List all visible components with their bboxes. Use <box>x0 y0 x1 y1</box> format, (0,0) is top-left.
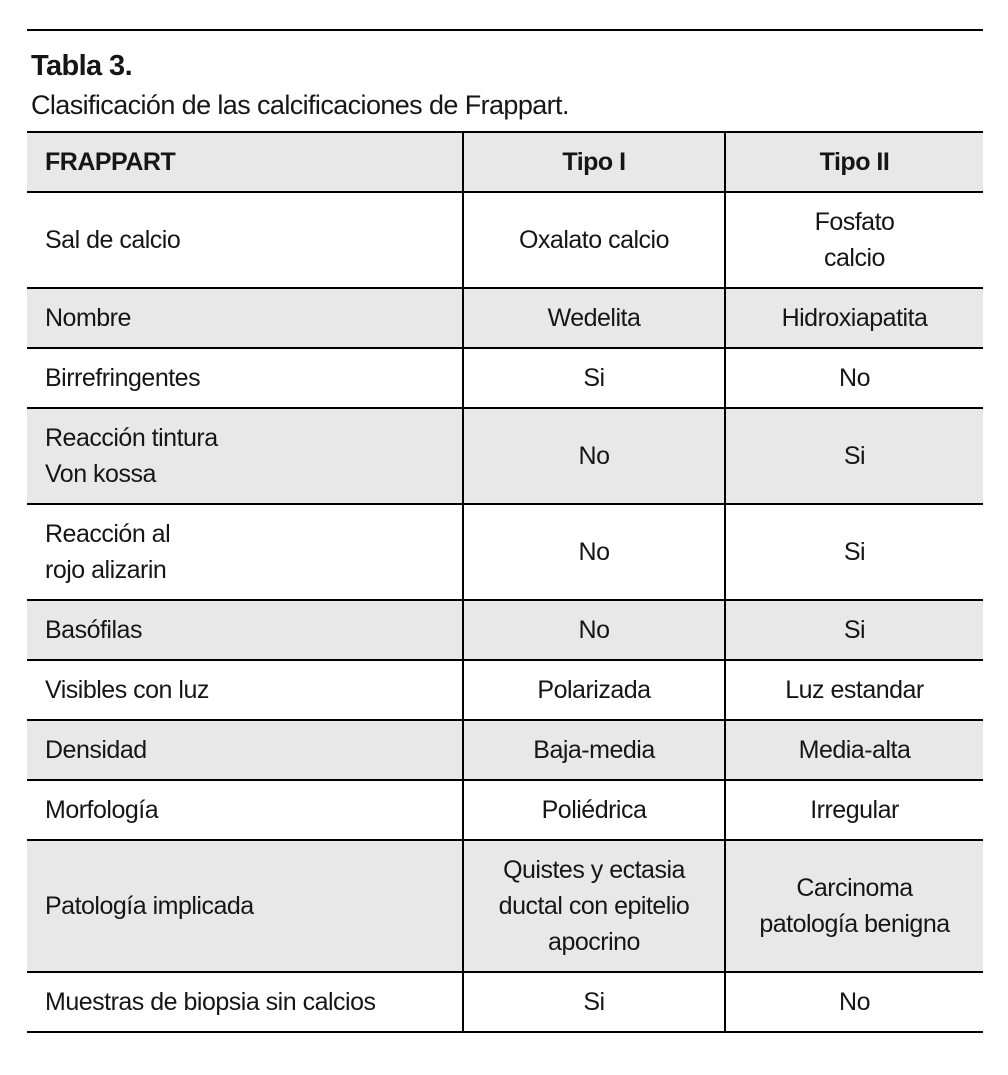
tipo-1-value-cell: Polarizada <box>462 660 725 720</box>
table-row: Nombre Wedelita Hidroxiapatita <box>27 288 983 348</box>
tipo-2-value-cell: Fosfato calcio <box>724 192 983 288</box>
table-row: Birrefringentes Si No <box>27 348 983 408</box>
tipo-1-value-cell: Quistes y ectasia ductal con epitelio ap… <box>462 840 725 972</box>
tipo-2-value-cell: Irregular <box>724 780 983 840</box>
row-label-cell: Densidad <box>45 736 147 764</box>
tipo-1-value-cell: No <box>462 600 725 660</box>
tipo-2-value-cell: No <box>724 348 983 408</box>
tipo-1-value-cell: Oxalato calcio <box>462 192 725 288</box>
table-row: Reacción tintura Von kossa No Si <box>27 408 983 504</box>
frappart-classification-table: FRAPPART Tipo I Tipo II Sal de calcio Oxa… <box>27 131 983 1033</box>
row-label-cell: Reacción tintura Von kossa <box>45 424 218 488</box>
table-row: Muestras de biopsia sin calcios Si No <box>27 972 983 1032</box>
row-label-cell: Muestras de biopsia sin calcios <box>45 988 376 1016</box>
header-cell-tipo-1: Tipo I <box>462 132 725 192</box>
table-row: Reacción al rojo alizarin No Si <box>27 504 983 600</box>
tipo-1-value-cell: Wedelita <box>462 288 725 348</box>
tipo-1-value-cell: No <box>462 504 725 600</box>
tipo-1-value-cell: Poliédrica <box>462 780 725 840</box>
table-row: Basófilas No Si <box>27 600 983 660</box>
table-row: Sal de calcio Oxalato calcio Fosfato calci… <box>27 192 983 288</box>
table-header-row: FRAPPART Tipo I Tipo II <box>27 132 983 192</box>
top-rule-divider <box>27 29 983 31</box>
tipo-2-value-cell: Si <box>724 408 983 504</box>
header-cell-frappart: FRAPPART <box>45 148 176 176</box>
table-row: Visibles con luz Polarizada Luz estandar <box>27 660 983 720</box>
row-label-cell: Basófilas <box>45 616 142 644</box>
tipo-2-value-cell: Media-alta <box>724 720 983 780</box>
row-label-cell: Birrefringentes <box>45 364 201 392</box>
table-caption-text: Clasificación de las calcificaciones de … <box>31 90 569 120</box>
tipo-2-value-cell: Hidroxiapatita <box>724 288 983 348</box>
tipo-2-value-cell: Luz estandar <box>724 660 983 720</box>
tipo-2-value-cell: No <box>724 972 983 1032</box>
row-label-cell: Nombre <box>45 304 131 332</box>
tipo-2-value-cell: Carcinoma patología benigna <box>724 840 983 972</box>
header-cell-tipo-2: Tipo II <box>724 132 983 192</box>
table-row: Densidad Baja-media Media-alta <box>27 720 983 780</box>
tipo-2-value-cell: Si <box>724 504 983 600</box>
row-label-cell: Reacción al rojo alizarin <box>45 520 171 584</box>
tipo-1-value-cell: Si <box>462 972 725 1032</box>
row-label-cell: Visibles con luz <box>45 676 209 704</box>
row-label-cell: Sal de calcio <box>45 226 181 254</box>
tipo-1-value-cell: No <box>462 408 725 504</box>
tipo-1-value-cell: Si <box>462 348 725 408</box>
table-body: Sal de calcio Oxalato calcio Fosfato calci… <box>27 192 983 1032</box>
row-label-cell: Morfología <box>45 796 159 824</box>
tipo-2-value-cell: Si <box>724 600 983 660</box>
table-row: Patología implicada Quistes y ectasia duc… <box>27 840 983 972</box>
tipo-1-value-cell: Baja-media <box>462 720 725 780</box>
table-row: Morfología Poliédrica Irregular <box>27 780 983 840</box>
table-caption-number: Tabla 3. <box>31 50 133 82</box>
row-label-cell: Patología implicada <box>45 892 254 920</box>
